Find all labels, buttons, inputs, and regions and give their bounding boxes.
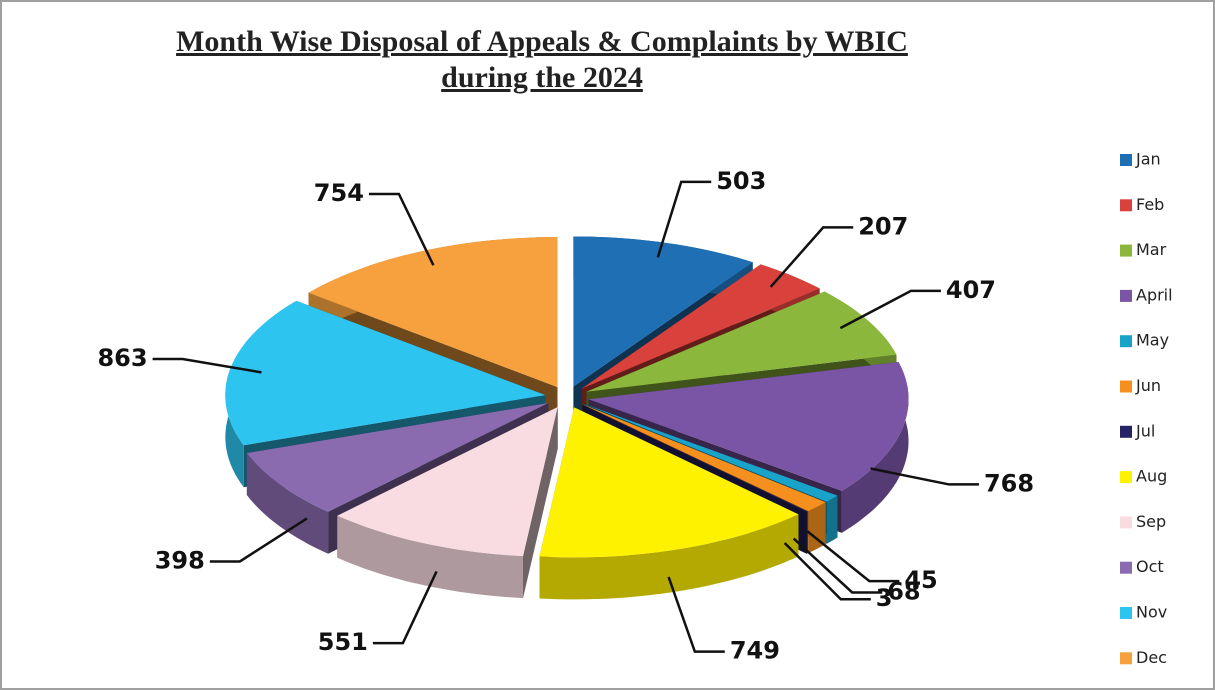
legend-label: Jan <box>1135 150 1161 169</box>
legend-swatch <box>1120 380 1132 393</box>
legend-swatch <box>1120 154 1132 166</box>
data-label: 503 <box>716 167 766 195</box>
slice-top <box>246 403 549 512</box>
data-label: 749 <box>730 637 780 665</box>
data-label: 407 <box>946 276 996 304</box>
leader-line <box>152 357 262 374</box>
leader-line <box>656 180 712 258</box>
slice-side <box>539 514 799 600</box>
slice-side <box>841 362 909 533</box>
slice-top <box>539 407 799 558</box>
legend-swatch <box>1120 652 1132 665</box>
data-label: 551 <box>318 628 368 656</box>
legend-swatch <box>1120 335 1132 348</box>
slice-wall <box>523 407 558 599</box>
slice-side <box>337 515 523 599</box>
leader-line <box>769 226 854 288</box>
legend-swatch <box>1120 289 1132 302</box>
data-label: 45 <box>904 566 937 594</box>
legend-label: Feb <box>1136 195 1164 214</box>
legend-swatch <box>1120 199 1132 212</box>
leader-line <box>870 467 979 486</box>
legend-swatch <box>1120 561 1132 574</box>
data-label: 863 <box>97 344 147 372</box>
legend-label: Sep <box>1136 512 1166 531</box>
slice-top <box>337 407 558 557</box>
legend-swatch <box>1120 471 1132 484</box>
leader-line <box>806 530 900 583</box>
title-box: Month Wise Disposal of Appeals & Complai… <box>176 25 908 94</box>
leader-line <box>783 542 871 601</box>
data-label: 398 <box>155 546 205 574</box>
data-label: 768 <box>984 469 1034 497</box>
leader-line <box>209 517 308 563</box>
legend-label: May <box>1136 331 1169 350</box>
leader-line <box>792 537 883 594</box>
legend-label: April <box>1136 285 1173 304</box>
slice-side <box>826 495 838 544</box>
legend-swatch <box>1120 244 1132 257</box>
leader-line <box>372 570 438 645</box>
legend-label: Mar <box>1136 240 1167 259</box>
slice-top <box>308 237 558 388</box>
leader-line <box>368 192 435 266</box>
slice-top <box>583 404 826 512</box>
leader-line <box>839 289 941 330</box>
legend: Jan Feb Mar April May Jun Jul Aug Sep Oct Nov Dec <box>1120 150 1173 667</box>
slice-top <box>573 236 753 387</box>
legend-swatch <box>1120 516 1132 529</box>
slice-top <box>225 300 546 446</box>
chart-title: Month Wise Disposal of Appeals & Complai… <box>176 25 908 94</box>
slice-top <box>586 291 897 392</box>
data-label: 207 <box>858 212 908 240</box>
data-label: 3 <box>876 584 893 612</box>
legend-swatch <box>1120 607 1132 619</box>
data-label: 754 <box>314 179 364 207</box>
legend-label: Jun <box>1135 376 1161 395</box>
slice-top <box>588 362 909 491</box>
leader-line <box>667 576 725 653</box>
slice-top <box>584 403 838 502</box>
slice-top <box>582 404 808 512</box>
legend-swatch <box>1120 425 1132 438</box>
data-label: 68 <box>887 577 920 605</box>
pie-slice <box>539 407 799 600</box>
slice-top <box>581 264 820 389</box>
slice-side <box>246 453 329 554</box>
legend-label: Oct <box>1136 557 1164 576</box>
slice-side <box>808 502 826 554</box>
legend-label: Jul <box>1135 421 1155 440</box>
legend-label: Dec <box>1136 648 1167 667</box>
legend-label: Aug <box>1136 467 1167 486</box>
pie-slice <box>337 407 558 599</box>
legend-label: Nov <box>1136 603 1167 622</box>
